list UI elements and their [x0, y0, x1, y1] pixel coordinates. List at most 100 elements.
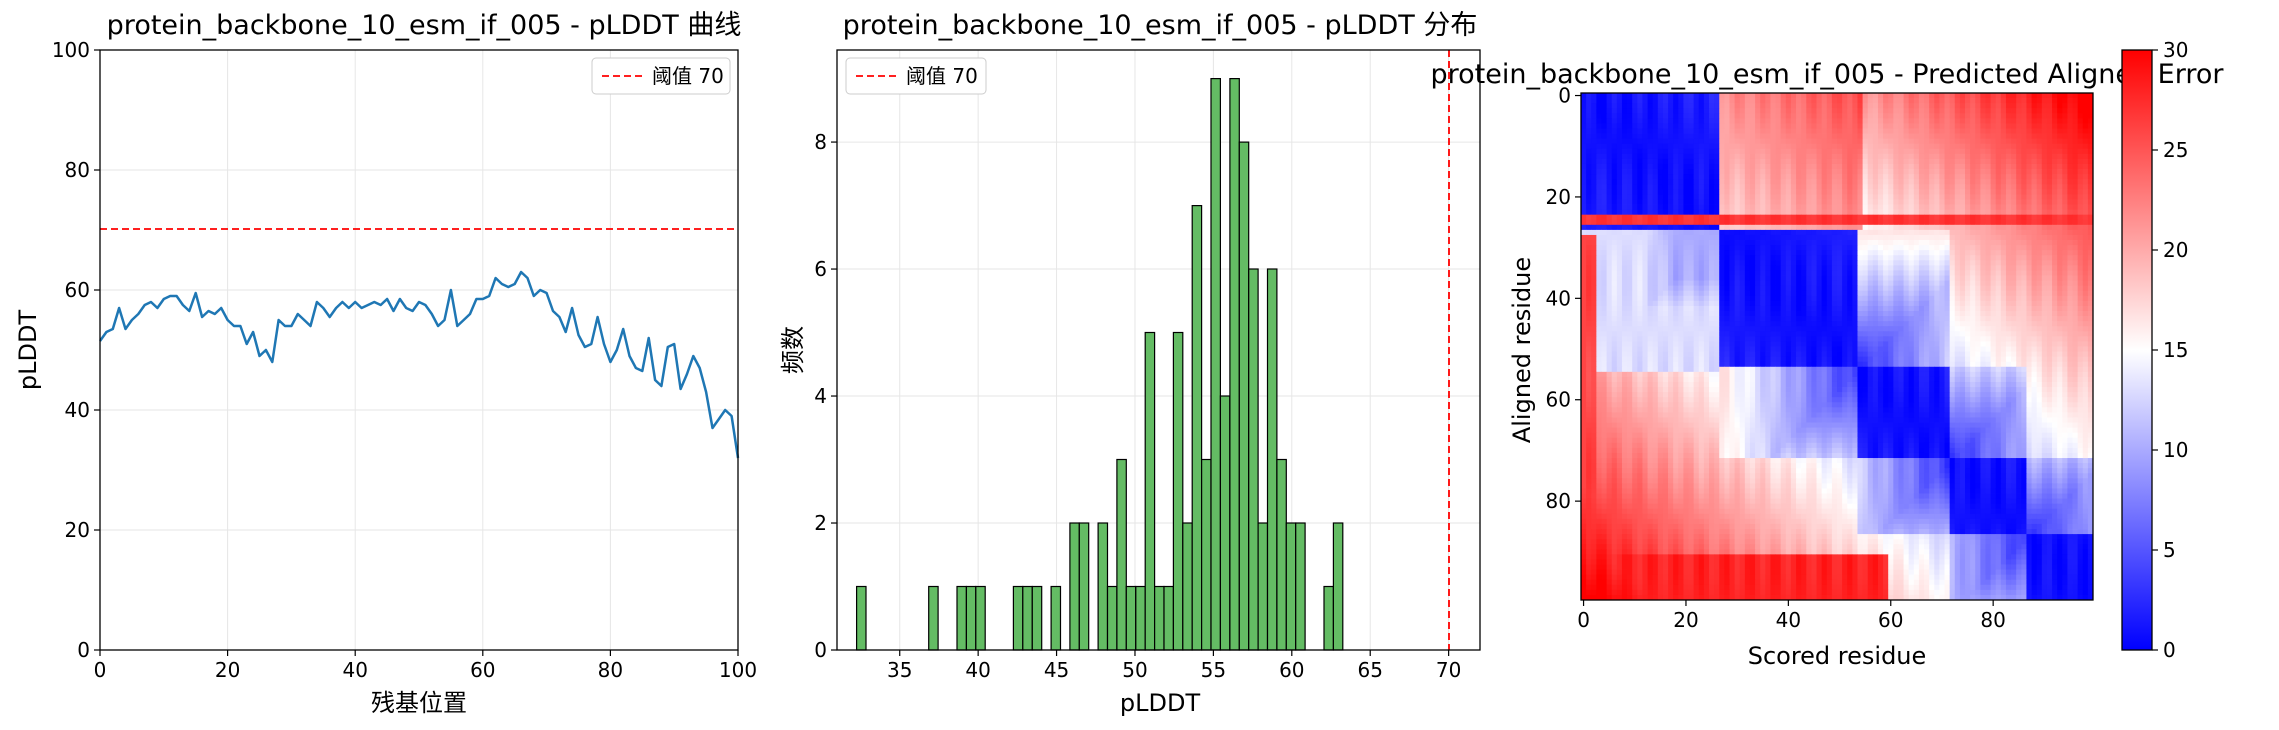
pae-cell: [2016, 108, 2022, 114]
pae-cell: [1775, 265, 1782, 271]
pae-cell: [1816, 255, 1823, 261]
pae-cell: [1652, 305, 1659, 312]
pae-cell: [1637, 245, 1643, 251]
pae-cell: [1703, 229, 1710, 236]
pae-cell: [1990, 138, 1997, 145]
pae-cell: [1673, 260, 1679, 266]
pae-cell: [2005, 153, 2012, 160]
pae-cell: [2041, 128, 2048, 134]
pae-cell: [1831, 300, 1838, 307]
pae-cell: [1790, 194, 1797, 200]
pae-cell: [1678, 270, 1684, 276]
pae-cell: [1842, 128, 1848, 134]
pae-cell: [2057, 311, 2063, 317]
pae-cell: [2057, 219, 2063, 226]
pae-cell: [1995, 93, 2002, 99]
pae-cell: [1775, 331, 1782, 337]
pae-cell: [1627, 234, 1633, 241]
pae-cell: [1857, 250, 1863, 256]
pae-cell: [1606, 270, 1613, 276]
pae-cell: [1760, 194, 1766, 200]
pae-cell: [1775, 285, 1782, 292]
pae-cell: [1831, 204, 1838, 211]
pae-cell: [1877, 214, 1884, 221]
pae-cell: [1703, 199, 1710, 205]
pae-cell: [1709, 128, 1715, 134]
pae-cell: [1616, 300, 1623, 307]
pae-cell: [1678, 179, 1684, 185]
pae-cell: [1729, 316, 1735, 322]
pae-cell: [2057, 138, 2063, 145]
pae-cell: [2005, 295, 2012, 302]
pae-cell: [2016, 194, 2022, 200]
pae-cell: [1965, 240, 1971, 246]
pae-cell: [1959, 321, 1966, 327]
pae-cell: [1970, 311, 1976, 317]
pae-cell: [1621, 103, 1628, 109]
pae-cell: [1770, 305, 1776, 312]
pae-cell: [1668, 153, 1674, 160]
pae-cell: [1581, 199, 1587, 205]
pae-cell: [1642, 123, 1648, 129]
pae-cell: [1867, 290, 1874, 297]
pae-cell: [1780, 260, 1787, 266]
pae-cell: [1749, 250, 1756, 256]
pae-cell: [1632, 123, 1638, 129]
pae-cell: [2087, 118, 2094, 124]
pae-cell: [1673, 234, 1679, 241]
pae-cell: [1898, 163, 1904, 170]
pae-cell: [1970, 316, 1976, 322]
pae-cell: [1847, 300, 1853, 307]
pae-cell: [1796, 219, 1802, 226]
pae-cell: [1591, 321, 1597, 327]
pae-cell: [1642, 305, 1648, 312]
pae-cell: [2072, 305, 2079, 312]
pae-cell: [2005, 245, 2012, 251]
pae-cell: [1611, 143, 1618, 150]
pae-cell: [2062, 108, 2068, 114]
pae-cell: [1734, 265, 1741, 271]
pae-cell: [1831, 128, 1838, 134]
pae-cell: [2067, 184, 2073, 190]
pae-cell: [1959, 209, 1966, 216]
pae-cell: [1714, 270, 1720, 276]
pae-cell: [1857, 316, 1863, 322]
pae-cell: [1852, 93, 1858, 99]
pae-cell: [1959, 158, 1966, 165]
pae-cell: [1724, 285, 1730, 292]
pae-cell: [1729, 275, 1735, 281]
pae-cell: [1831, 169, 1838, 175]
pae-cell: [1847, 93, 1853, 99]
pae-cell: [1606, 103, 1613, 109]
pae-cell: [1924, 113, 1930, 119]
pae-cell: [2000, 204, 2007, 211]
pae-cell: [1662, 326, 1669, 332]
pae-cell: [1714, 133, 1720, 140]
pae-cell: [2016, 118, 2022, 124]
pae-cell: [1586, 118, 1592, 124]
pae-cell: [1949, 234, 1956, 241]
pae-cell: [2046, 128, 2053, 134]
pae-cell: [2052, 305, 2058, 312]
pae-cell: [1837, 260, 1843, 266]
pae-cell: [1714, 321, 1720, 327]
pae-cell: [1744, 275, 1751, 281]
pae-cell: [1632, 290, 1638, 297]
pae-cell: [1990, 234, 1997, 241]
pae-cell: [1913, 184, 1920, 190]
pae-cell: [1893, 103, 1899, 109]
pae-cell: [1857, 143, 1863, 150]
pae-cell: [2026, 260, 2032, 266]
pae-cell: [1837, 98, 1843, 104]
pae-cell: [1729, 148, 1735, 155]
pae-cell: [1867, 138, 1874, 145]
pae-cell: [1642, 163, 1648, 170]
pae-cell: [2016, 250, 2022, 256]
pae-cell: [1652, 113, 1659, 119]
pae-cell: [1668, 285, 1674, 292]
pae-cell: [1729, 153, 1735, 160]
pae-cell: [1970, 194, 1976, 200]
pae-cell: [1857, 169, 1863, 175]
pae-cell: [2062, 174, 2068, 180]
pae-cell: [1586, 113, 1592, 119]
